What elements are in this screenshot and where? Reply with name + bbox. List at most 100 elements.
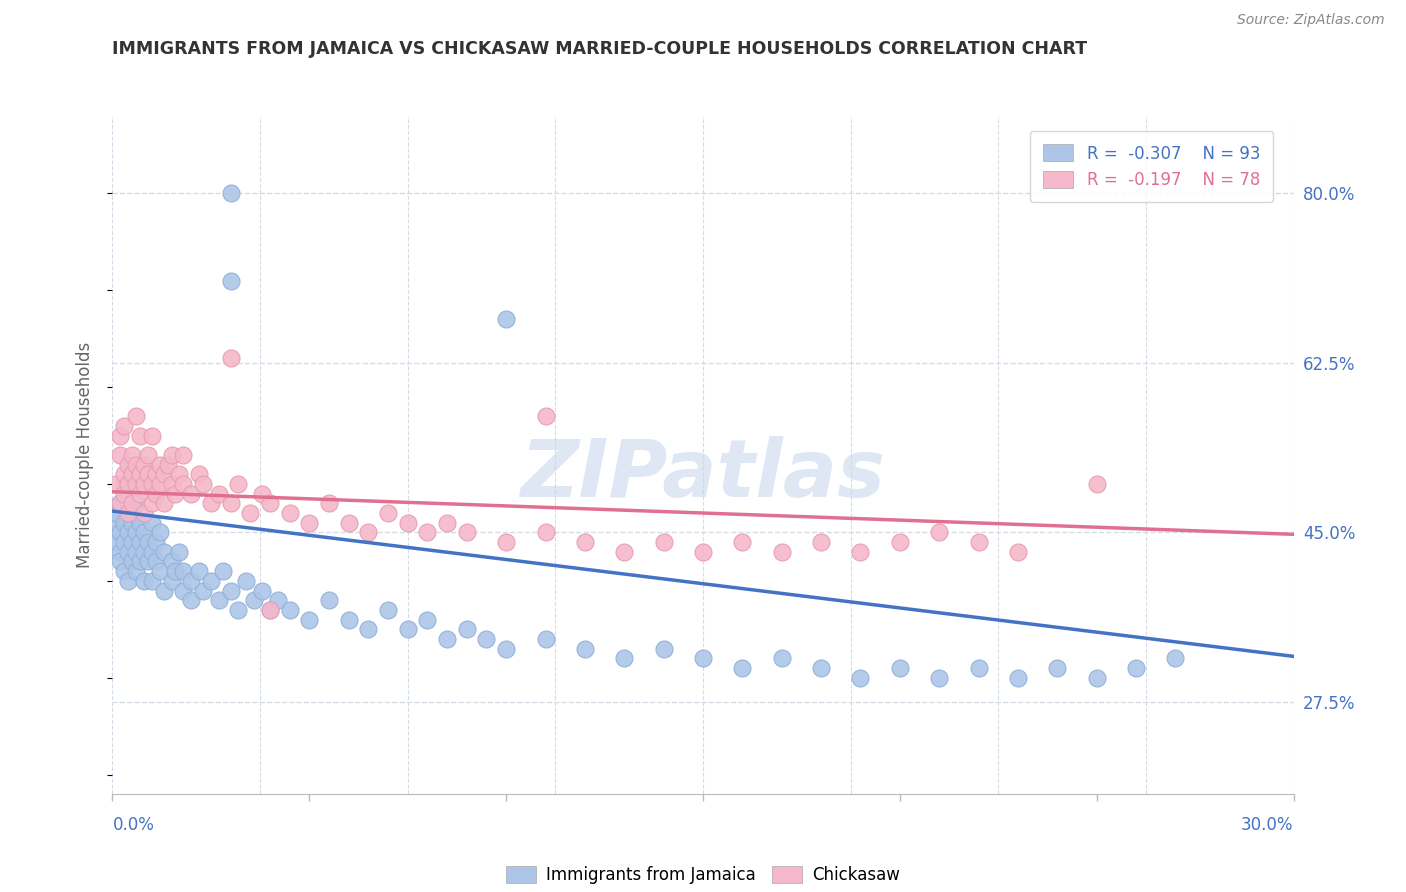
Point <box>219 583 242 598</box>
Point <box>141 516 163 530</box>
Point <box>117 545 139 559</box>
Point <box>125 496 148 510</box>
Point <box>112 418 135 433</box>
Point <box>889 661 911 675</box>
Point <box>105 477 128 491</box>
Point <box>112 467 135 482</box>
Point <box>141 574 163 588</box>
Point <box>188 564 211 578</box>
Point <box>613 651 636 665</box>
Point <box>259 496 281 510</box>
Point <box>132 574 155 588</box>
Point <box>180 593 202 607</box>
Point <box>160 554 183 568</box>
Point <box>121 516 143 530</box>
Point <box>172 477 194 491</box>
Point <box>357 525 380 540</box>
Point <box>110 448 132 462</box>
Point <box>125 525 148 540</box>
Point <box>191 583 214 598</box>
Point <box>1007 545 1029 559</box>
Point <box>219 496 242 510</box>
Point <box>652 535 675 549</box>
Point <box>889 535 911 549</box>
Point <box>298 516 321 530</box>
Point <box>165 564 187 578</box>
Y-axis label: Married-couple Households: Married-couple Households <box>76 342 94 568</box>
Point <box>117 477 139 491</box>
Point <box>129 486 152 500</box>
Point <box>121 448 143 462</box>
Point <box>160 448 183 462</box>
Point <box>180 486 202 500</box>
Point <box>810 535 832 549</box>
Point <box>141 496 163 510</box>
Point <box>110 496 132 510</box>
Point <box>110 554 132 568</box>
Point <box>495 312 517 326</box>
Point <box>188 467 211 482</box>
Point <box>160 574 183 588</box>
Point <box>129 467 152 482</box>
Point <box>574 535 596 549</box>
Point <box>152 545 174 559</box>
Point <box>228 477 250 491</box>
Point <box>1007 671 1029 685</box>
Point <box>172 448 194 462</box>
Point <box>129 516 152 530</box>
Point <box>180 574 202 588</box>
Point <box>928 671 950 685</box>
Point <box>132 458 155 472</box>
Point <box>112 486 135 500</box>
Point <box>278 506 301 520</box>
Point <box>152 467 174 482</box>
Point <box>337 516 360 530</box>
Point <box>125 477 148 491</box>
Point <box>112 516 135 530</box>
Point <box>219 351 242 365</box>
Point <box>267 593 290 607</box>
Point <box>112 564 135 578</box>
Point <box>495 641 517 656</box>
Point <box>121 535 143 549</box>
Point <box>121 554 143 568</box>
Point <box>110 525 132 540</box>
Point <box>228 603 250 617</box>
Point <box>149 564 172 578</box>
Point <box>125 409 148 424</box>
Point <box>456 622 478 636</box>
Point <box>731 535 754 549</box>
Text: 30.0%: 30.0% <box>1241 816 1294 834</box>
Point <box>165 486 187 500</box>
Point <box>770 651 793 665</box>
Point <box>121 467 143 482</box>
Point <box>250 486 273 500</box>
Text: Source: ZipAtlas.com: Source: ZipAtlas.com <box>1237 13 1385 28</box>
Point <box>125 545 148 559</box>
Point <box>357 622 380 636</box>
Point <box>160 477 183 491</box>
Point <box>967 661 990 675</box>
Point <box>129 428 152 442</box>
Point <box>152 496 174 510</box>
Point <box>692 651 714 665</box>
Text: 0.0%: 0.0% <box>112 816 155 834</box>
Point <box>219 186 242 201</box>
Point <box>211 564 233 578</box>
Point <box>141 477 163 491</box>
Point <box>1164 651 1187 665</box>
Point <box>132 477 155 491</box>
Point <box>396 622 419 636</box>
Point <box>129 535 152 549</box>
Legend: R =  -0.307    N = 93, R =  -0.197    N = 78: R = -0.307 N = 93, R = -0.197 N = 78 <box>1029 131 1274 202</box>
Text: ZIPatlas: ZIPatlas <box>520 436 886 515</box>
Point <box>152 583 174 598</box>
Point <box>731 661 754 675</box>
Point <box>172 583 194 598</box>
Point <box>112 535 135 549</box>
Point <box>495 535 517 549</box>
Point <box>110 545 132 559</box>
Point <box>849 671 872 685</box>
Point <box>250 583 273 598</box>
Point <box>136 535 159 549</box>
